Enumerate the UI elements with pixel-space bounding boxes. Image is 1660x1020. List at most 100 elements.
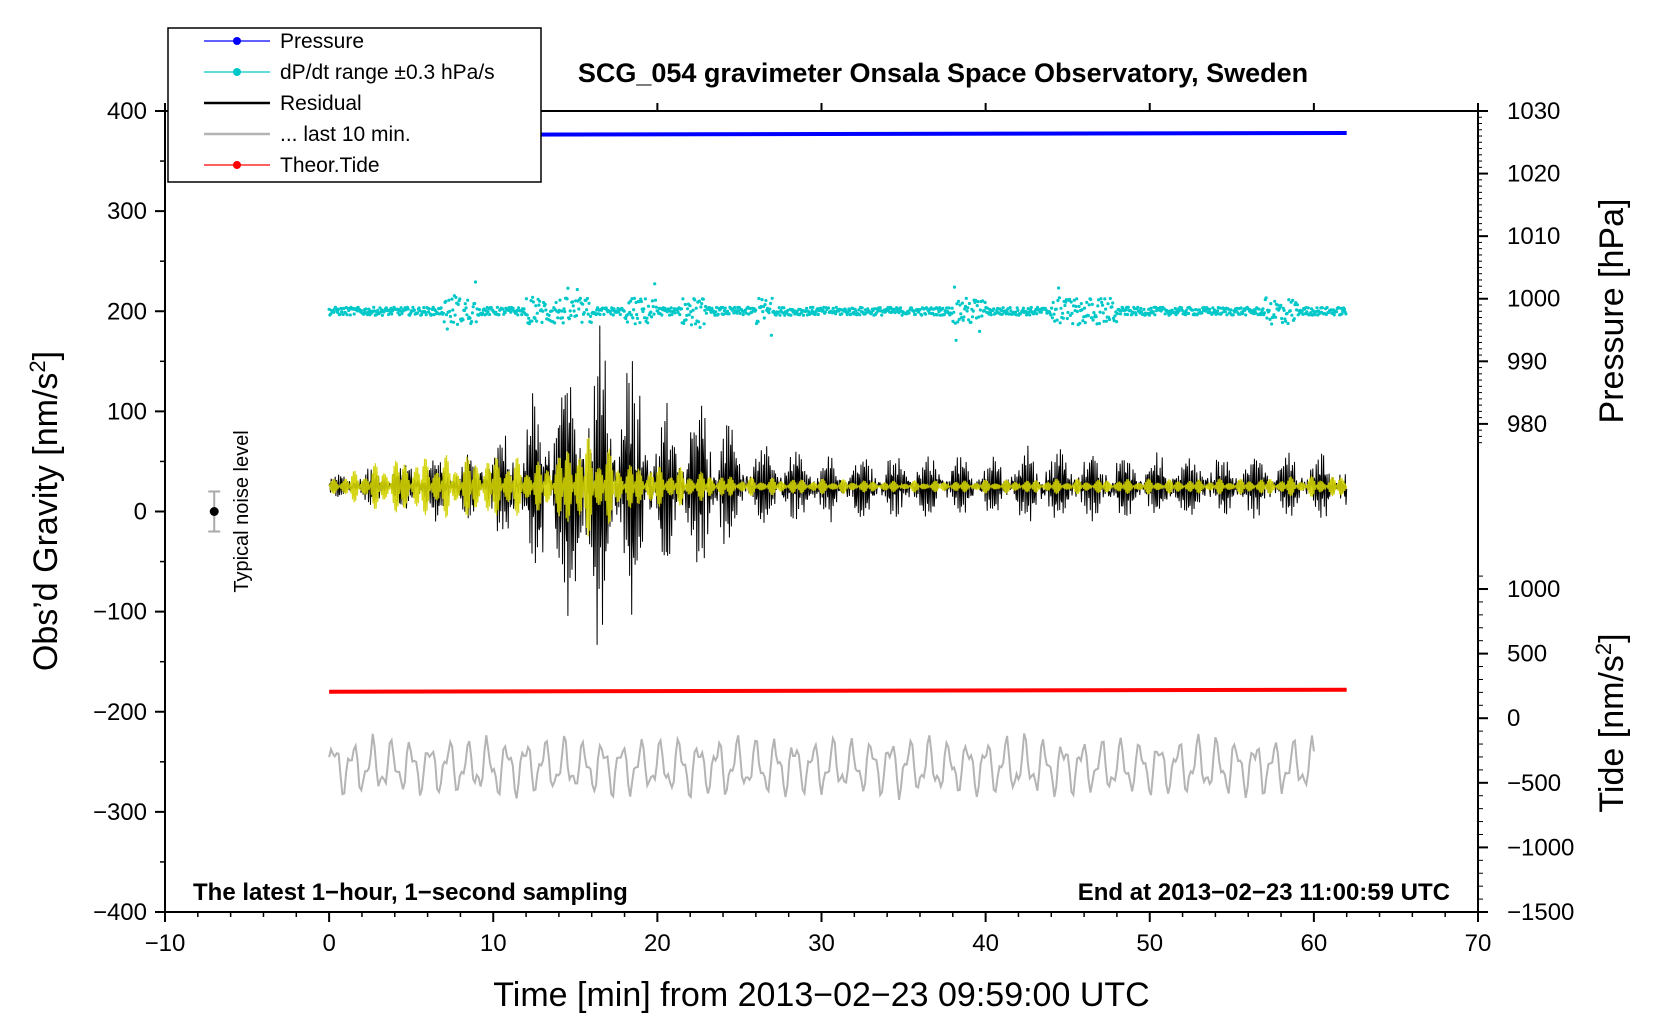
dpdt-point (554, 300, 558, 305)
y-axis-title-left: Obs’d Gravity [nm/s2] (25, 351, 65, 671)
dpdt-point (782, 306, 786, 310)
y-tick-label: 100 (107, 398, 147, 425)
dpdt-point (581, 302, 585, 306)
x-tick-label: 50 (1136, 930, 1163, 957)
dpdt-point (442, 320, 446, 324)
dpdt-point (733, 305, 737, 310)
dpdt-point (642, 307, 646, 311)
x-axis-title: Time [min] from 2013−02−23 09:59:00 UTC (493, 976, 1149, 1014)
dpdt-point (540, 320, 544, 324)
dpdt-point (840, 312, 844, 316)
dpdt-point (571, 304, 575, 308)
dpdt-point (411, 305, 415, 309)
legend-label: ... last 10 min. (280, 123, 411, 146)
dpdt-point (598, 312, 602, 317)
x-tick-label: 70 (1465, 930, 1492, 957)
dpdt-point (768, 307, 772, 311)
dpdt-point (1082, 306, 1087, 310)
dpdt-point (345, 313, 349, 317)
dpdt-point (465, 313, 469, 317)
dpdt-point (992, 307, 996, 311)
dpdt-point (999, 308, 1004, 313)
dpdt-point (834, 312, 838, 316)
dpdt-point (511, 306, 515, 310)
dpdt-point (1129, 309, 1133, 313)
dpdt-point (918, 308, 922, 312)
dpdt-point (1125, 312, 1130, 317)
dpdt-point (1059, 306, 1063, 310)
legend-label: dP/dt range ±0.3 hPa/s (280, 61, 495, 84)
dpdt-point (816, 312, 820, 317)
dpdt-point (1271, 315, 1275, 319)
dpdt-point (967, 318, 971, 322)
dpdt-point (735, 311, 739, 315)
dpdt-point (452, 320, 456, 324)
dpdt-point (517, 306, 521, 310)
dpdt-point (585, 308, 589, 312)
dpdt-point (1086, 314, 1090, 318)
dpdt-point (1136, 305, 1140, 309)
tide-tick-label: 1000 (1507, 576, 1560, 603)
y-tick-label: 200 (107, 298, 147, 325)
dpdt-point (679, 307, 684, 311)
dpdt-point (985, 306, 990, 310)
dpdt-point (769, 333, 774, 337)
dpdt-point (1202, 305, 1206, 310)
dpdt-point (558, 298, 562, 302)
dpdt-point (1204, 309, 1208, 313)
dpdt-point (1280, 320, 1285, 325)
dpdt-point (356, 305, 360, 309)
dpdt-point (1039, 310, 1043, 314)
dpdt-point (448, 309, 452, 313)
dpdt-point (571, 300, 575, 304)
dpdt-point (630, 297, 634, 301)
dpdt-point (560, 316, 565, 320)
dpdt-point (953, 321, 957, 325)
dpdt-point (668, 313, 672, 317)
dpdt-point (723, 306, 727, 310)
dpdt-point (1027, 310, 1031, 314)
dpdt-point (602, 312, 606, 316)
dpdt-point (480, 311, 485, 315)
dpdt-point (486, 310, 490, 314)
dpdt-point (530, 319, 534, 323)
dpdt-point (629, 313, 633, 317)
dpdt-point (1268, 317, 1272, 321)
dpdt-point (589, 314, 593, 318)
dpdt-point (955, 302, 959, 306)
dpdt-point (462, 308, 467, 313)
pressure-tick-label: 1030 (1507, 98, 1560, 125)
dpdt-point (1063, 303, 1067, 308)
dpdt-point (439, 306, 443, 310)
dpdt-point (390, 312, 394, 316)
dpdt-point (805, 306, 809, 310)
dpdt-point (1291, 298, 1295, 302)
dpdt-point (1054, 307, 1058, 311)
dpdt-point (628, 310, 632, 314)
dpdt-point (699, 305, 703, 309)
dpdt-point (537, 303, 541, 307)
dpdt-point (956, 299, 961, 303)
dpdt-point (949, 312, 954, 316)
legend-marker (233, 37, 241, 45)
dpdt-point (673, 311, 677, 315)
y-tick-label: 0 (134, 499, 147, 526)
x-tick-label: −10 (145, 930, 186, 957)
dpdt-point (1087, 303, 1091, 307)
dpdt-point (618, 312, 622, 317)
dpdt-point (952, 285, 957, 289)
dpdt-point (713, 313, 717, 317)
dpdt-point (529, 299, 533, 303)
dpdt-point (432, 313, 436, 317)
dpdt-point (971, 309, 975, 313)
dpdt-point (697, 299, 702, 303)
dpdt-point (1184, 309, 1188, 313)
dpdt-point (531, 300, 536, 304)
dpdt-point (565, 297, 569, 301)
dpdt-point (694, 306, 698, 310)
dpdt-point (1219, 311, 1224, 315)
dpdt-point (1153, 313, 1157, 317)
dpdt-point (734, 309, 738, 313)
dpdt-point (977, 315, 981, 319)
dpdt-point (580, 320, 584, 324)
